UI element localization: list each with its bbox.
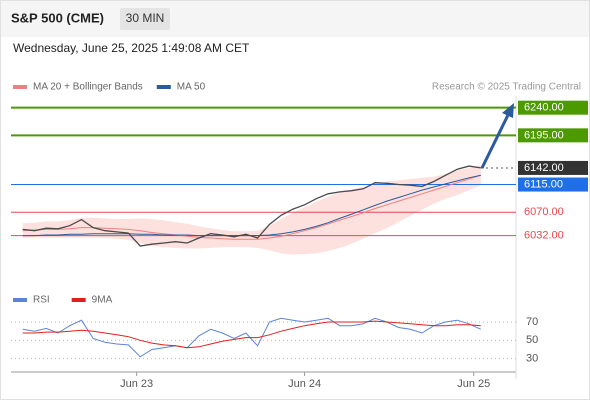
level-label: 6070.00 xyxy=(524,206,564,218)
title: S&P 500 (CME) xyxy=(11,10,104,25)
legend-swatch xyxy=(13,298,27,302)
bollinger-band xyxy=(22,165,481,255)
rsi-line xyxy=(22,317,482,358)
legend-label: 9MA xyxy=(92,295,113,306)
timeframe[interactable]: 30 MIN xyxy=(126,11,165,25)
level-box xyxy=(518,128,588,143)
legend-label: MA 20 + Bollinger Bands xyxy=(33,82,143,93)
ma-line xyxy=(22,174,481,240)
y-tick-label: 30 xyxy=(526,353,538,365)
level-box xyxy=(518,100,588,115)
legend-swatch xyxy=(71,298,86,302)
level-box xyxy=(518,160,588,175)
timeframe-button[interactable] xyxy=(120,8,170,30)
legend-label: RSI xyxy=(33,295,50,306)
rsi-line xyxy=(22,320,481,349)
price-line xyxy=(22,165,481,247)
target-arrow xyxy=(480,114,510,169)
x-tick-label: Jun 24 xyxy=(288,378,321,390)
level-label: 6115.00 xyxy=(524,178,563,190)
level-label: 6240.00 xyxy=(524,102,564,114)
level-box xyxy=(518,177,588,192)
y-tick-label: 70 xyxy=(526,316,538,328)
credit: Research © 2025 Trading Central xyxy=(432,82,581,93)
x-tick-label: Jun 25 xyxy=(457,378,490,390)
level-label: 6195.00 xyxy=(524,129,564,141)
level-label: 6142.00 xyxy=(524,162,564,174)
legend-label: MA 50 xyxy=(177,82,206,93)
legend-swatch xyxy=(156,85,171,89)
legend-swatch xyxy=(13,85,27,89)
y-tick-label: 50 xyxy=(526,334,538,346)
arrow-head xyxy=(502,103,514,118)
header-bar xyxy=(1,1,589,37)
level-label: 6032.00 xyxy=(524,229,564,241)
datetime: Wednesday, June 25, 2025 1:49:08 AM CET xyxy=(13,41,250,55)
x-tick-label: Jun 23 xyxy=(120,378,153,390)
